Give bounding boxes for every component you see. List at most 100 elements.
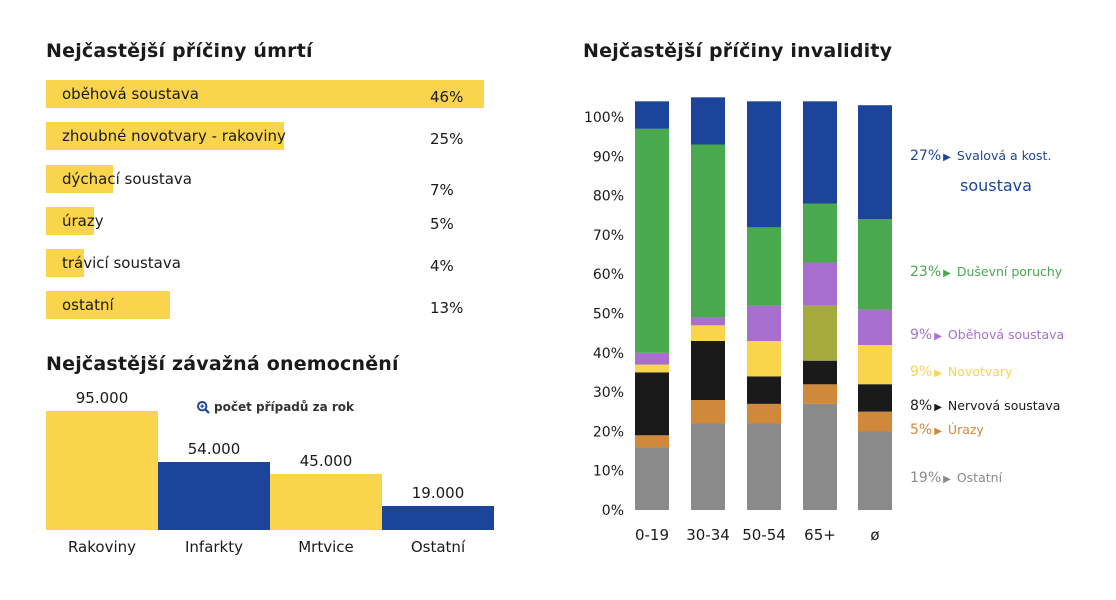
death-row: úrazy 5% xyxy=(46,207,476,237)
stack-segment xyxy=(858,105,892,220)
stack-segment xyxy=(635,447,669,510)
death-label: dýchací soustava xyxy=(62,170,192,188)
stack-segment xyxy=(635,435,669,448)
magnifier-icon xyxy=(197,400,210,414)
legend-pct: 9% xyxy=(910,364,933,380)
y-tick-label: 100% xyxy=(584,110,624,126)
stack-segment xyxy=(635,101,669,129)
legend-label: Svalová a kost. xyxy=(956,148,1052,163)
triangle-icon: ▶ xyxy=(943,268,951,279)
stack-segment xyxy=(691,341,725,400)
legend-label-line2: soustava xyxy=(960,176,1032,195)
triangle-icon: ▶ xyxy=(934,402,942,413)
death-row: ostatní 13% xyxy=(46,291,476,321)
death-row: oběhová soustava 46% xyxy=(46,80,484,110)
death-bar xyxy=(46,80,484,108)
stack-segment xyxy=(691,400,725,424)
stack-segment xyxy=(747,403,781,424)
legend-pct: 9% xyxy=(910,327,933,343)
disease-value: 95.000 xyxy=(75,389,129,407)
legend-item: 9% ▶ Novotvary xyxy=(910,364,1012,380)
stack-segment xyxy=(747,423,781,510)
stack-segment xyxy=(691,423,725,510)
y-tick-label: 20% xyxy=(593,424,624,440)
stack-segment xyxy=(858,219,892,310)
y-tick-label: 10% xyxy=(593,464,624,480)
stack-segment xyxy=(747,305,781,341)
death-pct: 13% xyxy=(430,299,464,317)
disease-bar xyxy=(382,506,494,530)
death-bar xyxy=(46,249,85,277)
stack-segment xyxy=(858,344,892,385)
legend-label: Ostatní xyxy=(956,470,1003,485)
y-tick-label: 40% xyxy=(593,346,624,362)
legend-pct: 27% xyxy=(910,148,942,164)
stack-segment xyxy=(858,384,892,412)
legend-pct: 5% xyxy=(910,422,933,438)
stack-segment xyxy=(803,101,837,204)
death-pct: 25% xyxy=(430,130,464,148)
death-pct: 7% xyxy=(430,181,454,199)
death-label: ostatní xyxy=(62,296,114,314)
legend-item: 19% ▶ Ostatní xyxy=(910,470,1002,486)
legend-pct: 23% xyxy=(910,264,942,280)
diseases-legend-label: počet případů za rok xyxy=(214,400,355,414)
death-row: trávicí soustava 4% xyxy=(46,249,476,279)
legend-label: Úrazy xyxy=(947,422,984,437)
death-label: úrazy xyxy=(62,212,104,230)
disease-value: 45.000 xyxy=(299,451,353,470)
stack-segment xyxy=(803,384,837,404)
legend-pct: 8% xyxy=(910,398,933,414)
legend-label: Duševní poruchy xyxy=(956,264,1063,279)
triangle-icon: ▶ xyxy=(934,331,942,342)
death-label: zhoubné novotvary - rakoviny xyxy=(62,127,286,145)
death-bar xyxy=(46,122,285,150)
stack-segment xyxy=(747,376,781,404)
legend-item: 27% ▶ Svalová a kost. xyxy=(910,148,1051,164)
stack-segment xyxy=(635,128,669,353)
triangle-icon: ▶ xyxy=(934,368,942,379)
legend-label: Oběhová soustava xyxy=(947,327,1065,342)
triangle-icon: ▶ xyxy=(943,474,951,485)
y-tick-label: 30% xyxy=(593,385,624,401)
x-tick-label: 65+ xyxy=(804,526,836,544)
disease-bar xyxy=(46,411,158,530)
death-pct: 5% xyxy=(430,215,454,233)
x-tick-label: 50-54 xyxy=(742,526,786,544)
legend-item: 5% ▶ Úrazy xyxy=(910,422,984,438)
death-row: zhoubné novotvary - rakoviny 25% xyxy=(46,122,476,152)
legend-item: 23% ▶ Duševní poruchy xyxy=(910,264,1062,280)
stack-segment xyxy=(858,431,892,510)
death-bar xyxy=(46,165,113,193)
death-pct: 4% xyxy=(430,257,454,275)
diseases-legend: počet případů za rok xyxy=(197,400,354,414)
death-row: dýchací soustava 7% xyxy=(46,165,476,199)
disease-category: Mrtvice xyxy=(298,538,354,556)
stack-segment xyxy=(691,325,725,341)
legend-pct: 19% xyxy=(910,470,942,486)
stack-segment xyxy=(803,360,837,385)
disease-category: Ostatní xyxy=(410,538,466,556)
disease-value: 54.000 xyxy=(187,440,241,459)
death-bar xyxy=(46,207,94,235)
stack-segment xyxy=(803,203,837,263)
stack-segment xyxy=(691,144,725,318)
stack-segment xyxy=(858,411,892,432)
y-tick-label: 90% xyxy=(593,149,624,165)
stack-segment xyxy=(635,372,669,436)
death-label: oběhová soustava xyxy=(62,85,199,103)
death-bar xyxy=(46,291,170,319)
stack-segment xyxy=(691,97,725,145)
invalidity-chart: 0% 10% 20% 30% 40% 50% 60% 70% 80% 90% 100% 0-19 30-… xyxy=(584,97,892,544)
stack-segment xyxy=(858,309,892,345)
stack-segment xyxy=(691,317,725,326)
invalidity-title: Nejčastější příčiny invalidity xyxy=(583,40,893,62)
triangle-icon: ▶ xyxy=(943,152,951,163)
legend-label: Nervová soustava xyxy=(947,398,1061,413)
legend-item: 9% ▶ Oběhová soustava xyxy=(910,327,1064,343)
x-tick-label: 0-19 xyxy=(635,526,669,544)
death-pct: 46% xyxy=(430,88,464,106)
disease-bar xyxy=(270,473,382,530)
y-tick-label: 50% xyxy=(593,307,624,323)
stack-segment xyxy=(803,262,837,306)
